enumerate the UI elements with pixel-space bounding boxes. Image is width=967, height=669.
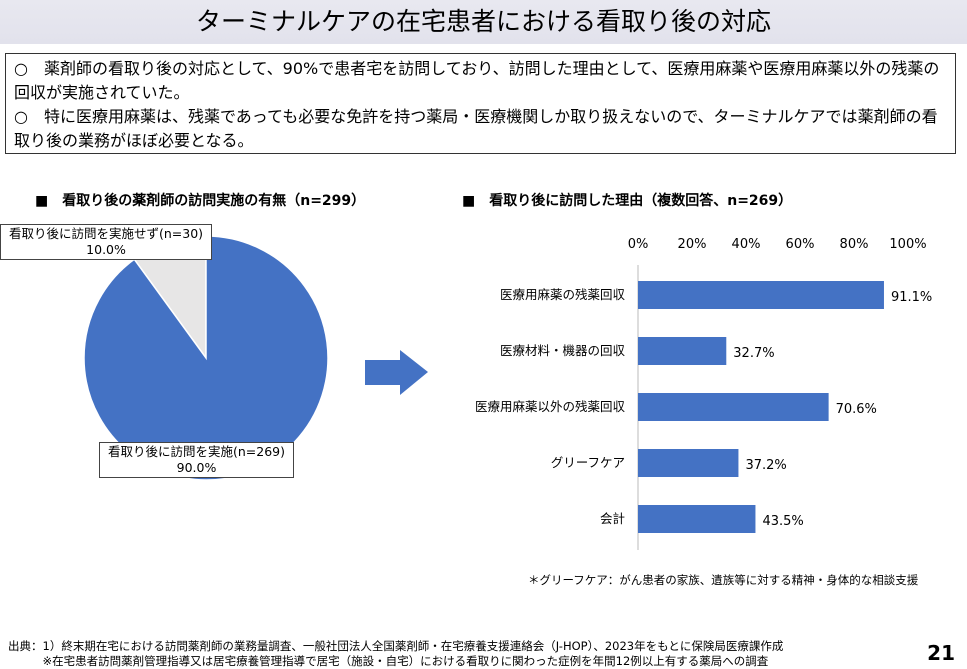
summary-point: ○ 特に医療用麻薬は、残薬であっても必要な免許を持つ薬局・医療機関しか取り扱えな… (14, 107, 938, 150)
x-tick-label: 80% (840, 237, 869, 252)
source: 出典：1）終末期在宅における訪問薬剤師の業務量調査、一般社団法人全国薬剤師・在宅… (8, 639, 784, 668)
x-tick-label: 60% (786, 237, 815, 252)
bar (638, 449, 739, 477)
x-tick-label: 0% (628, 237, 649, 252)
bar (638, 505, 756, 533)
category-label: 医療用麻薬以外の残薬回収 (475, 399, 626, 414)
bar (638, 393, 829, 421)
x-tick-label: 40% (732, 237, 761, 252)
page-number: 21 (927, 641, 955, 665)
category-label: 会計 (600, 511, 625, 526)
pie-chart-title: ■ 看取り後の薬剤師の訪問実施の有無（n=299） (35, 193, 366, 209)
x-tick-label: 100% (889, 237, 926, 252)
right-arrow-icon (365, 350, 428, 395)
value-label: 37.2% (745, 458, 786, 473)
footnote: ＊グリーフケア：がん患者の家族、遺族等に対する精神・身体的な相談支援 (528, 573, 919, 587)
x-tick-label: 20% (678, 237, 707, 252)
value-label: 32.7% (733, 346, 774, 361)
pie-label-visited: 看取り後に訪問を実施(n=269) 90.0% (99, 442, 295, 478)
pie-label-not-visited: 看取り後に訪問を実施せず(n=30) 10.0% (0, 224, 213, 260)
bar (638, 281, 884, 309)
category-label: 医療材料・機器の回収 (500, 343, 626, 358)
summary-box: ○ 薬剤師の看取り後の対応として、90%で患者宅を訪問しており、訪問した理由とし… (5, 53, 956, 154)
category-label: 医療用麻薬の残薬回収 (500, 287, 626, 302)
value-label: 91.1% (891, 290, 932, 305)
value-label: 43.5% (762, 514, 803, 529)
page-title: ターミナルケアの在宅患者における看取り後の対応 (0, 0, 967, 44)
value-label: 70.6% (836, 402, 877, 417)
bar (638, 337, 727, 365)
summary-point: ○ 薬剤師の看取り後の対応として、90%で患者宅を訪問しており、訪問した理由とし… (14, 59, 940, 102)
bar-chart-title: ■ 看取り後に訪問した理由（複数回答、n=269） (462, 193, 793, 209)
category-label: グリーフケア (551, 455, 625, 470)
